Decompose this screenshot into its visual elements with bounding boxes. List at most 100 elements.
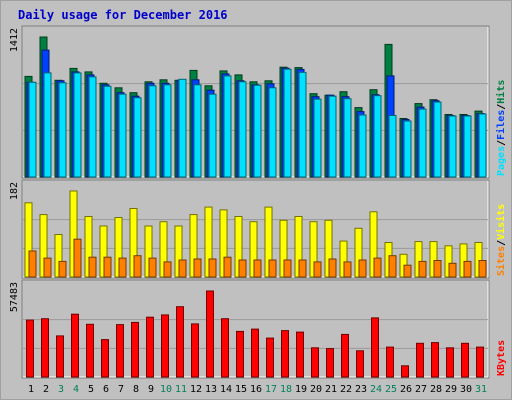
legend-separator: / (496, 140, 507, 146)
x-label-day-18: 18 (280, 384, 292, 395)
x-label-day-11: 11 (175, 384, 187, 395)
legend-separator: / (496, 240, 507, 246)
bar-kbytes-day-8 (131, 321, 139, 378)
y-max-label-requests: 1412 (9, 28, 20, 52)
bar-kbytes-day-5 (86, 323, 94, 378)
x-label-day-2: 2 (43, 384, 49, 395)
bar-sites-day-18 (283, 259, 292, 278)
x-label-day-8: 8 (133, 384, 139, 395)
bar-pages-day-25 (388, 115, 397, 178)
x-label-day-13: 13 (205, 384, 217, 395)
legend-item-hits: Hits (495, 80, 507, 104)
bar-pages-day-23 (358, 114, 367, 178)
bar-kbytes-day-17 (266, 337, 274, 378)
bar-sites-day-10 (163, 261, 172, 278)
bar-kbytes-day-12 (191, 323, 199, 378)
bar-sites-day-11 (178, 259, 187, 278)
bar-pages-day-19 (298, 71, 307, 178)
legend-item-pages: Pages (496, 146, 507, 176)
bar-kbytes-day-1 (26, 319, 34, 378)
bar-sites-day-25 (388, 255, 397, 278)
bar-kbytes-day-29 (446, 347, 454, 378)
bar-pages-day-31 (478, 113, 487, 178)
x-label-day-25: 25 (385, 384, 397, 395)
x-label-day-27: 27 (415, 384, 427, 395)
bar-sites-day-8 (133, 255, 142, 278)
bar-sites-day-21 (328, 258, 337, 278)
bar-pages-day-29 (448, 115, 457, 178)
x-label-day-15: 15 (235, 384, 247, 395)
x-label-day-1: 1 (28, 384, 34, 395)
x-label-day-16: 16 (250, 384, 262, 395)
bar-pages-day-28 (433, 101, 442, 178)
legend-separator: / (496, 104, 507, 110)
legend-item-visits: Visits (495, 204, 507, 240)
x-label-day-20: 20 (310, 384, 322, 395)
bar-kbytes-day-24 (371, 317, 379, 378)
y-max-label-volume: 57483 (9, 282, 20, 312)
x-label-day-21: 21 (325, 384, 337, 395)
x-label-day-10: 10 (160, 384, 172, 395)
x-label-day-23: 23 (355, 384, 367, 395)
panel-visitors: 182 Sites/Visits (9, 179, 507, 279)
bar-pages-day-11 (178, 78, 187, 178)
bar-kbytes-day-4 (71, 313, 79, 378)
bar-kbytes-day-11 (176, 306, 184, 378)
bar-pages-day-16 (253, 84, 262, 178)
x-axis-day-labels: 1 2 3 4 5 6 7 8 9 10 11 12 13 14 15 16 17 18 19 20 21 22 23 24 2… (28, 384, 487, 395)
bar-pages-day-5 (88, 76, 97, 178)
bar-pages-day-2 (43, 72, 52, 178)
bar-pages-day-9 (148, 85, 157, 178)
bar-sites-day-30 (463, 260, 472, 278)
bar-pages-day-21 (328, 95, 337, 178)
x-label-day-26: 26 (400, 384, 412, 395)
x-label-day-14: 14 (220, 384, 232, 395)
x-label-day-12: 12 (190, 384, 202, 395)
bar-sites-day-29 (448, 262, 457, 278)
chart-panels: 1412Pages/Files/Hits182Sites/Visits57483… (9, 25, 507, 379)
legend-visitors: Sites/Visits (495, 204, 507, 276)
x-label-day-24: 24 (370, 384, 382, 395)
bar-sites-day-16 (253, 259, 262, 278)
bar-sites-day-23 (358, 259, 367, 278)
bar-sites-day-28 (433, 260, 442, 278)
bar-sites-day-6 (103, 256, 112, 278)
bar-sites-day-2 (43, 257, 52, 278)
bar-pages-day-15 (238, 81, 247, 178)
bar-pages-day-10 (163, 84, 172, 178)
bar-kbytes-day-3 (56, 335, 64, 378)
x-label-day-7: 7 (118, 384, 124, 395)
bar-pages-day-6 (103, 85, 112, 178)
x-label-day-31: 31 (475, 384, 487, 395)
bar-kbytes-day-7 (116, 324, 124, 378)
bar-pages-day-27 (418, 108, 427, 178)
bar-kbytes-day-18 (281, 330, 289, 378)
bar-kbytes-day-23 (356, 350, 364, 378)
bar-pages-day-26 (403, 120, 412, 178)
bar-kbytes-day-22 (341, 333, 349, 378)
bar-kbytes-day-25 (386, 346, 394, 378)
bar-sites-day-27 (418, 260, 427, 278)
bar-sites-day-13 (208, 258, 217, 278)
chart-title: Daily usage for December 2016 (18, 8, 228, 22)
legend-item-kbytes: KBytes (496, 340, 507, 376)
bar-sites-day-3 (58, 260, 67, 278)
x-label-day-19: 19 (295, 384, 307, 395)
bar-kbytes-day-31 (476, 346, 484, 378)
bar-kbytes-day-10 (161, 314, 169, 378)
bar-kbytes-day-19 (296, 331, 304, 378)
bar-sites-day-4 (73, 238, 82, 278)
bar-kbytes-day-9 (146, 316, 154, 378)
bar-kbytes-day-21 (326, 348, 334, 378)
x-label-day-30: 30 (460, 384, 472, 395)
x-label-day-28: 28 (430, 384, 442, 395)
x-label-day-6: 6 (103, 384, 109, 395)
bar-pages-day-12 (193, 84, 202, 178)
legend-item-sites: Sites (495, 246, 507, 276)
bar-kbytes-day-6 (101, 339, 109, 378)
bar-pages-day-30 (463, 115, 472, 178)
bar-sites-day-22 (343, 261, 352, 278)
x-label-day-22: 22 (340, 384, 352, 395)
bar-sites-day-7 (118, 257, 127, 278)
